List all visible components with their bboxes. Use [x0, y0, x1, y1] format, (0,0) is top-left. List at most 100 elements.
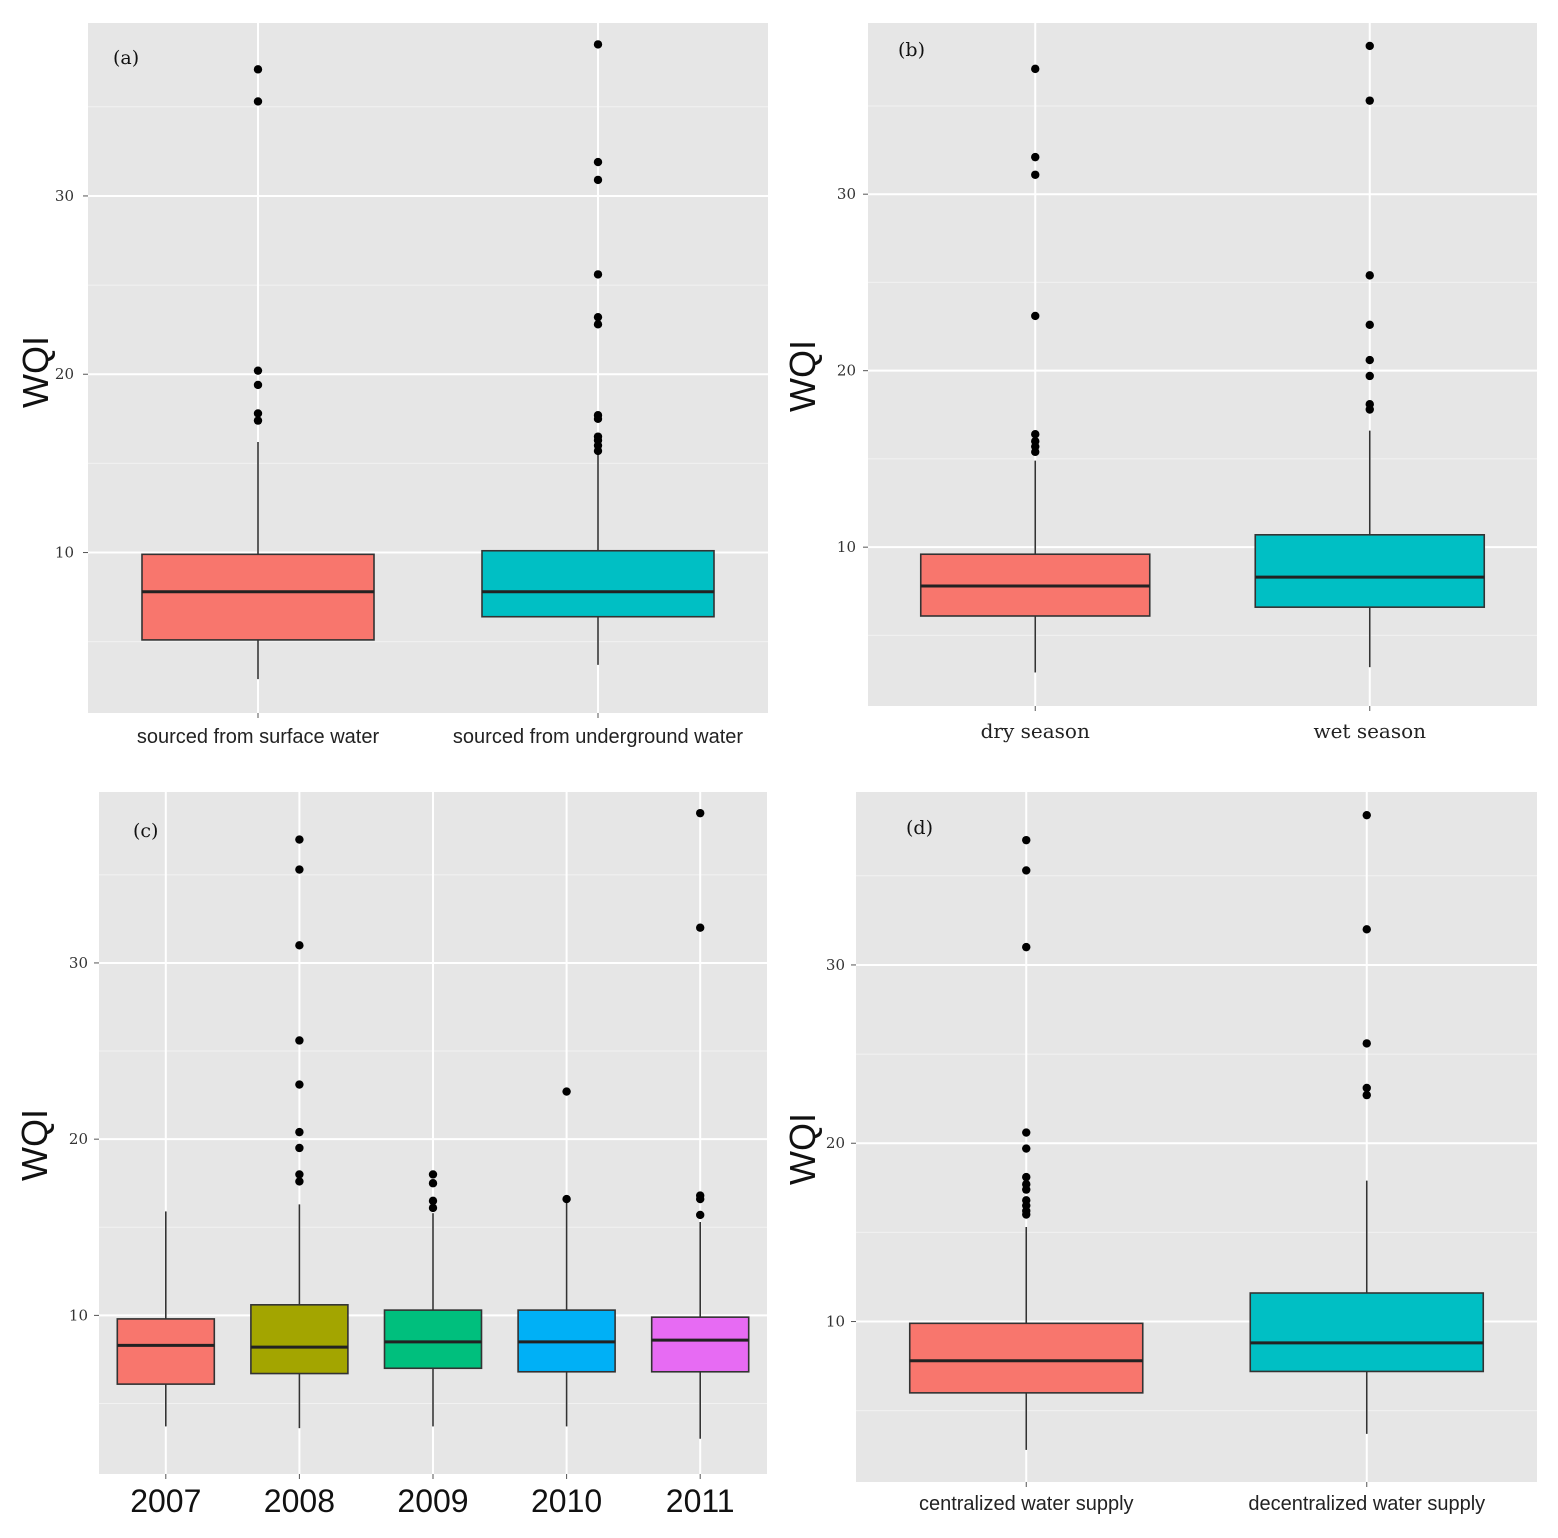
box-iqr [908, 1322, 1144, 1394]
box-decentralized-water-supply [1249, 810, 1485, 1434]
panel-label: (c) [133, 820, 158, 842]
box-dry-season [919, 64, 1151, 673]
outlier-point [1022, 835, 1031, 845]
y-tick-label: 10 [69, 1306, 88, 1324]
outlier-point [562, 1087, 571, 1096]
x-category-label: 2011 [666, 1483, 735, 1519]
x-category-label: wet season [1313, 719, 1426, 743]
outlier-point [1362, 925, 1371, 934]
outlier-point [1365, 96, 1374, 105]
outlier-point [428, 1203, 438, 1213]
outlier-point [593, 40, 603, 49]
x-category-label: sourced from underground water [453, 726, 743, 748]
y-axis-label: WQI [15, 336, 56, 408]
panel-label: (a) [113, 47, 139, 69]
outlier-point [593, 414, 603, 424]
outlier-point [1022, 1128, 1031, 1137]
outlier-point [1365, 405, 1374, 414]
outlier-point [696, 808, 705, 818]
y-axis-label: WQI [14, 1109, 55, 1181]
box-iqr [1249, 1292, 1485, 1373]
outlier-point [1365, 320, 1374, 329]
box-iqr [481, 549, 715, 618]
x-category-label: 2007 [130, 1483, 201, 1519]
outlier-point [1365, 271, 1374, 280]
outlier-point [428, 1196, 438, 1206]
outlier-point [696, 1194, 705, 1204]
outlier-point [1031, 430, 1040, 439]
outlier-point [295, 835, 304, 844]
outlier-point [1031, 311, 1040, 321]
box-2010 [517, 1087, 616, 1427]
y-tick-label: 30 [837, 185, 856, 203]
outlier-point [253, 409, 263, 418]
outlier-point [253, 366, 263, 375]
box-iqr [141, 553, 375, 641]
y-tick-label: 30 [69, 954, 88, 972]
outlier-point [295, 1177, 304, 1186]
y-tick-label: 20 [837, 362, 856, 380]
x-category-label: 2009 [397, 1483, 468, 1519]
outlier-point [1031, 170, 1040, 179]
panel-b: 10 20 30 dry season wet season WQI (b) [782, 23, 1537, 743]
outlier-point [1022, 1144, 1031, 1153]
outlier-point [1022, 942, 1031, 952]
outlier-point [1031, 152, 1040, 162]
panel-label: (d) [906, 817, 933, 839]
x-category-label: 2008 [264, 1483, 335, 1519]
outlier-point [696, 923, 705, 932]
y-tick-label: 20 [69, 1130, 88, 1148]
panel-a: 10 20 30 sourced from surface water sourced … [15, 23, 768, 748]
outlier-point [593, 157, 603, 167]
y-tick-label: 10 [837, 538, 856, 556]
outlier-point [428, 1179, 438, 1188]
outlier-point [253, 65, 263, 74]
outlier-point [295, 1036, 304, 1045]
y-tick-label: 20 [826, 1134, 845, 1152]
outlier-point [1022, 1185, 1031, 1194]
box-wet-season [1254, 41, 1486, 668]
y-axis-label: WQI [782, 340, 823, 412]
outlier-point [562, 1194, 571, 1204]
box-2007 [116, 1211, 216, 1427]
box-2008 [250, 835, 349, 1429]
x-category-label: dry season [981, 719, 1090, 743]
outlier-point [1031, 64, 1040, 74]
outlier-point [295, 1127, 304, 1137]
panel-label: (b) [898, 39, 925, 61]
outlier-point [253, 97, 263, 106]
outlier-point [1362, 1083, 1371, 1093]
outlier-point [295, 1080, 304, 1089]
outlier-point [1022, 1210, 1031, 1219]
outlier-point [295, 1143, 304, 1153]
x-category-label: 2010 [531, 1483, 602, 1519]
outlier-point [593, 320, 603, 329]
y-axis-label: WQI [782, 1113, 823, 1185]
outlier-point [295, 941, 304, 950]
box-sourced-from-underground-water [481, 40, 715, 665]
box-iqr [650, 1316, 750, 1373]
outlier-point [428, 1170, 438, 1179]
outlier-point [1362, 1090, 1371, 1100]
outlier-point [1031, 447, 1040, 457]
y-tick-label: 30 [55, 187, 74, 205]
box-2009 [383, 1170, 483, 1427]
x-category-label: sourced from surface water [137, 726, 380, 748]
box-sourced-from-surface-water [141, 65, 375, 680]
outlier-point [593, 175, 603, 185]
outlier-point [253, 380, 263, 390]
x-category-label: decentralized water supply [1248, 1493, 1485, 1515]
outlier-point [1362, 1039, 1371, 1048]
y-tick-label: 30 [826, 956, 845, 974]
panel-c: 10 20 30 2007 2008 2009 2010 2011 WQI (c) [14, 792, 767, 1519]
panel-d: 10 20 30 centralized water supply decentrali… [782, 792, 1537, 1515]
outlier-point [253, 416, 263, 425]
outlier-point [1022, 866, 1031, 875]
outlier-point [295, 1170, 304, 1179]
box-iqr [250, 1304, 349, 1375]
x-category-label: centralized water supply [919, 1493, 1134, 1515]
outlier-point [593, 270, 603, 279]
y-tick-label: 10 [55, 544, 74, 562]
box-iqr [383, 1309, 483, 1370]
